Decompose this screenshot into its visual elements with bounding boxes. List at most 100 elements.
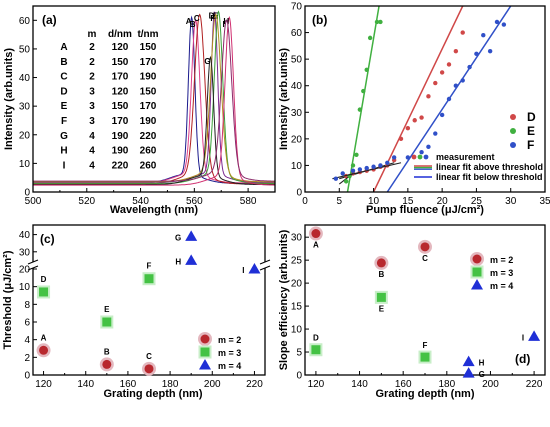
legend-measurement-marker: [423, 154, 429, 160]
y-tick-label: 10: [19, 282, 31, 293]
spectrum-F: [33, 13, 275, 183]
legend-c-marker-m4: [199, 359, 211, 370]
y-tick-label: 50: [291, 55, 303, 66]
legend-c-label: m = 4: [218, 361, 241, 371]
table-cell: 170: [140, 57, 157, 68]
y-tick-label: 60: [19, 16, 31, 27]
x-tick-label: 160: [120, 379, 137, 390]
point-label-D: D: [41, 275, 47, 284]
legend-fit-below: linear fit below threshold: [436, 172, 543, 182]
table-cell: 150: [140, 42, 157, 53]
x-tick-label: 20: [437, 196, 449, 207]
table-cell: 3: [89, 116, 95, 127]
fit-below-F: [332, 162, 402, 180]
point-G: [185, 230, 198, 241]
point-label-A: A: [41, 333, 47, 342]
table-cell: 170: [112, 116, 129, 127]
data-point-F: [487, 48, 493, 54]
legend-c-label: m = 3: [218, 348, 241, 358]
peak-label-I: I: [222, 20, 224, 29]
data-point-E: [364, 67, 369, 72]
x-axis-label-a: Wavelength (nm): [110, 204, 199, 216]
data-point-F: [439, 112, 445, 118]
data-point-D: [412, 118, 417, 123]
panel-label-b: (b): [312, 13, 327, 27]
x-tick-label: 35: [539, 196, 550, 207]
point-I: [248, 263, 261, 274]
point-D: [39, 287, 49, 297]
y-tick-label: 0: [24, 188, 30, 199]
point-G: [462, 367, 475, 378]
point-B: [376, 258, 386, 268]
table-cell: 120: [112, 86, 129, 97]
data-point-F: [350, 168, 356, 173]
legend-d-marker-m4: [471, 279, 483, 290]
table-header: t/nm: [137, 29, 158, 40]
y-tick-label: 30: [19, 102, 31, 113]
data-point-D: [446, 62, 452, 67]
table-header: d/nm: [108, 29, 132, 40]
point-label-F: F: [147, 262, 152, 271]
point-label-B: B: [378, 270, 384, 279]
table-cell: 150: [140, 86, 157, 97]
data-point-E: [343, 179, 349, 184]
spectrum-H: [33, 16, 275, 186]
x-tick-label: 500: [25, 196, 42, 207]
legend-c-marker-m2: [200, 334, 210, 344]
table-cell: 190: [112, 131, 129, 142]
point-F: [144, 274, 154, 284]
table-cell: I: [63, 160, 66, 171]
data-point-F: [453, 83, 459, 88]
point-C: [420, 242, 430, 252]
point-label-G: G: [175, 233, 181, 242]
point-label-H: H: [175, 257, 181, 266]
data-point-F: [391, 155, 397, 160]
legend-c-label: m = 2: [218, 335, 241, 345]
y-tick-label: 5: [296, 348, 302, 359]
x-tick-label: 5: [337, 196, 343, 207]
y-tick-label: 40: [19, 73, 31, 84]
y-tick-label: 30: [19, 247, 31, 258]
x-tick-label: 160: [395, 379, 412, 390]
x-tick-label: 540: [132, 196, 149, 207]
x-tick-label: 120: [35, 379, 52, 390]
point-A: [39, 345, 49, 355]
point-F: [420, 352, 430, 362]
x-axis-label-c: Grating depth (nm): [104, 388, 203, 400]
point-label-D: D: [313, 334, 319, 343]
point-label-E: E: [379, 304, 385, 313]
data-point-E: [374, 19, 380, 25]
data-point-D: [398, 136, 404, 142]
legend-d-marker-m3: [472, 267, 482, 277]
peak-label-A: A: [186, 17, 192, 26]
data-point-D: [419, 115, 424, 120]
spectrum-E: [33, 10, 275, 184]
y-tick-label: 60: [291, 28, 303, 39]
point-E: [376, 292, 386, 302]
data-point-F: [333, 176, 339, 181]
data-point-F: [446, 96, 452, 102]
y-tick-label: 20: [19, 265, 31, 276]
table-cell: 170: [140, 101, 157, 112]
axis-break: [27, 265, 39, 271]
peak-label-G: G: [204, 57, 210, 66]
x-tick-label: 30: [505, 196, 517, 207]
axis-break: [27, 259, 39, 265]
y-tick-label: 2: [24, 353, 30, 364]
point-label-E: E: [104, 305, 110, 314]
point-label-C: C: [146, 352, 152, 361]
y-tick-label: 6: [24, 318, 30, 329]
y-tick-label: 20: [19, 130, 31, 141]
x-tick-label: 0: [302, 196, 308, 207]
table-cell: 260: [140, 160, 157, 171]
axis-break-gap: [29, 262, 37, 268]
table-cell: F: [61, 116, 67, 127]
y-tick-label: 50: [19, 44, 31, 55]
data-point-D: [453, 48, 459, 54]
point-E: [102, 317, 112, 327]
axis-break-gap: [261, 262, 269, 268]
table-cell: H: [60, 146, 67, 157]
data-point-F: [364, 165, 369, 171]
y-tick-label: 0: [296, 371, 302, 382]
data-point-F: [357, 167, 363, 172]
